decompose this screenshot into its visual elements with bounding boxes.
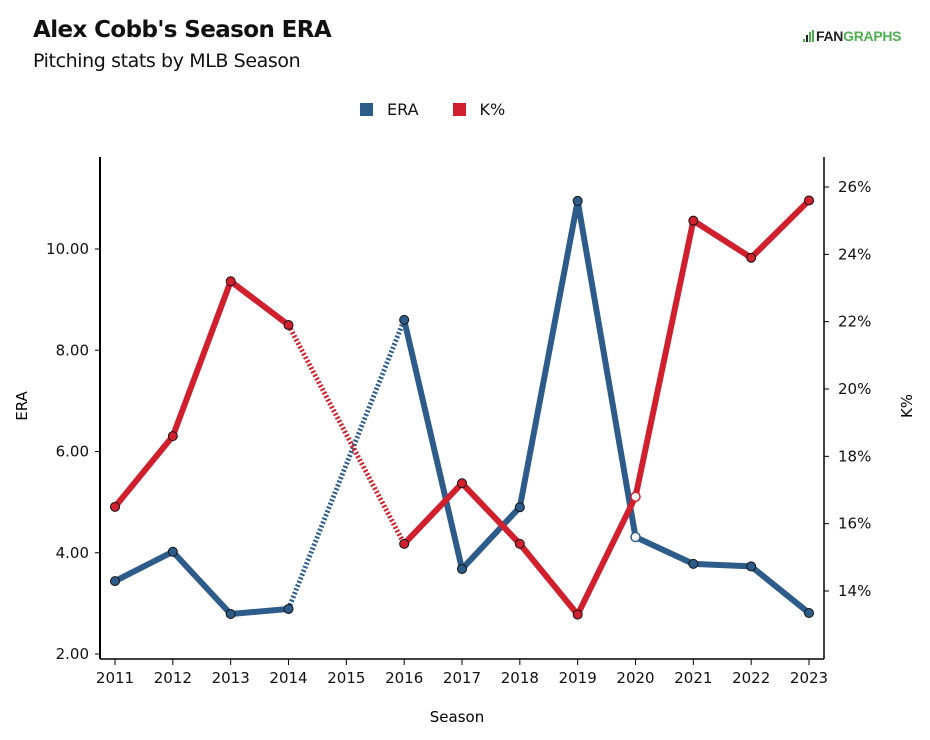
axes: 2.00 4.00 6.00 8.00 10.00 14% 16% 18% 20% 22% 24% 2… (46, 157, 871, 687)
data-point-k-pct (572, 609, 583, 620)
data-point-era (746, 561, 757, 572)
data-point-era (572, 195, 583, 206)
line-segment-k-pct (169, 278, 234, 440)
data-point-k-pct (225, 276, 236, 287)
x-tick-label: 2018 (501, 669, 539, 687)
line-segment-k-pct (401, 480, 465, 547)
line-segment-era (748, 563, 812, 616)
data-point-k-pct (688, 215, 699, 226)
data-point-k-pct (167, 431, 178, 442)
data-point-era (457, 563, 467, 574)
line-segment-era (112, 548, 176, 585)
y-tick-label-left: 4.00 (56, 544, 89, 562)
y-tick-label-right: 22% (838, 313, 871, 331)
line-segment-era (227, 605, 292, 618)
series-k-pct (110, 195, 814, 620)
line-segment-era (574, 197, 639, 541)
x-tick-label: 2015 (327, 669, 365, 687)
x-tick-label: 2019 (559, 669, 597, 687)
data-point-era (630, 531, 641, 543)
x-tick-label: 2012 (154, 669, 192, 687)
y-axis-label-left: ERA (13, 390, 31, 420)
line-segment-era (169, 548, 234, 618)
dashed-segment-era (286, 318, 407, 610)
line-segment-k-pct (516, 540, 581, 618)
x-tick-label: 2014 (269, 669, 307, 687)
line-segment-k-pct (632, 217, 697, 500)
x-tick-label: 2022 (732, 669, 770, 687)
line-segment-k-pct (574, 493, 639, 618)
y-tick-label-left: 6.00 (56, 443, 89, 461)
series-era (110, 195, 814, 620)
data-point-era (514, 502, 525, 513)
y-tick-label-right: 14% (838, 582, 871, 600)
data-point-era (110, 576, 120, 587)
line-segment-era (516, 197, 581, 511)
data-point-era (399, 314, 410, 325)
logo-text-graphs: GRAPHS (843, 28, 902, 44)
data-point-era (804, 607, 814, 618)
x-tick-label: 2021 (674, 669, 712, 687)
x-tick-label: 2023 (790, 669, 828, 687)
data-point-k-pct (804, 195, 814, 206)
y-tick-label-right: 20% (838, 380, 871, 398)
line-segment-era (632, 534, 697, 567)
chart-title: Alex Cobb's Season ERA (33, 17, 332, 43)
data-point-k-pct (110, 501, 120, 512)
y-axis-label-right: K% (898, 394, 916, 418)
y-tick-label-left: 10.00 (46, 240, 89, 258)
y-tick-label-left: 2.00 (56, 645, 89, 663)
data-point-k-pct (457, 478, 467, 489)
line-segment-k-pct (227, 278, 292, 329)
line-segment-era (401, 316, 465, 572)
y-tick-label-right: 26% (838, 178, 871, 196)
line-segment-era (690, 560, 755, 570)
chart-legend: ERA K% (360, 100, 539, 119)
line-segment-k-pct (459, 480, 523, 547)
data-point-k-pct (630, 491, 641, 502)
legend-item-k-pct[interactable]: K% (452, 100, 506, 119)
legend-label-era: ERA (387, 100, 419, 119)
x-tick-label: 2017 (443, 669, 481, 687)
data-point-k-pct (399, 538, 410, 549)
y-tick-label-left: 8.00 (56, 341, 89, 359)
data-point-k-pct (514, 538, 525, 549)
y-tick-label-right: 18% (838, 447, 871, 465)
x-tick-label: 2020 (616, 669, 654, 687)
fangraphs-logo[interactable]: FAN GRAPHS (803, 28, 902, 44)
x-tick-label: 2011 (96, 669, 134, 687)
fangraphs-logo-icon (803, 30, 814, 42)
legend-swatch-k-pct (452, 103, 466, 116)
data-point-k-pct (746, 252, 757, 263)
data-point-k-pct (283, 320, 294, 331)
line-segment-k-pct (112, 433, 176, 510)
dashed-segment-k-pct (286, 323, 407, 546)
data-point-era (283, 603, 294, 614)
chart-subtitle: Pitching stats by MLB Season (33, 50, 301, 72)
line-segment-k-pct (748, 197, 812, 261)
data-point-era (225, 609, 236, 620)
line-segment-era (459, 504, 523, 572)
legend-item-era[interactable]: ERA (360, 100, 419, 119)
data-point-era (688, 558, 699, 569)
data-point-era (167, 546, 178, 557)
x-tick-label: 2013 (212, 669, 250, 687)
logo-text-fan: FAN (816, 28, 844, 44)
y-tick-label-right: 16% (838, 515, 871, 533)
x-tick-label: 2016 (385, 669, 423, 687)
y-tick-label-right: 24% (838, 245, 871, 263)
line-segment-k-pct (690, 217, 755, 261)
legend-swatch-era (360, 103, 373, 116)
legend-label-k-pct: K% (479, 100, 506, 119)
x-axis-label: Season (430, 708, 484, 726)
